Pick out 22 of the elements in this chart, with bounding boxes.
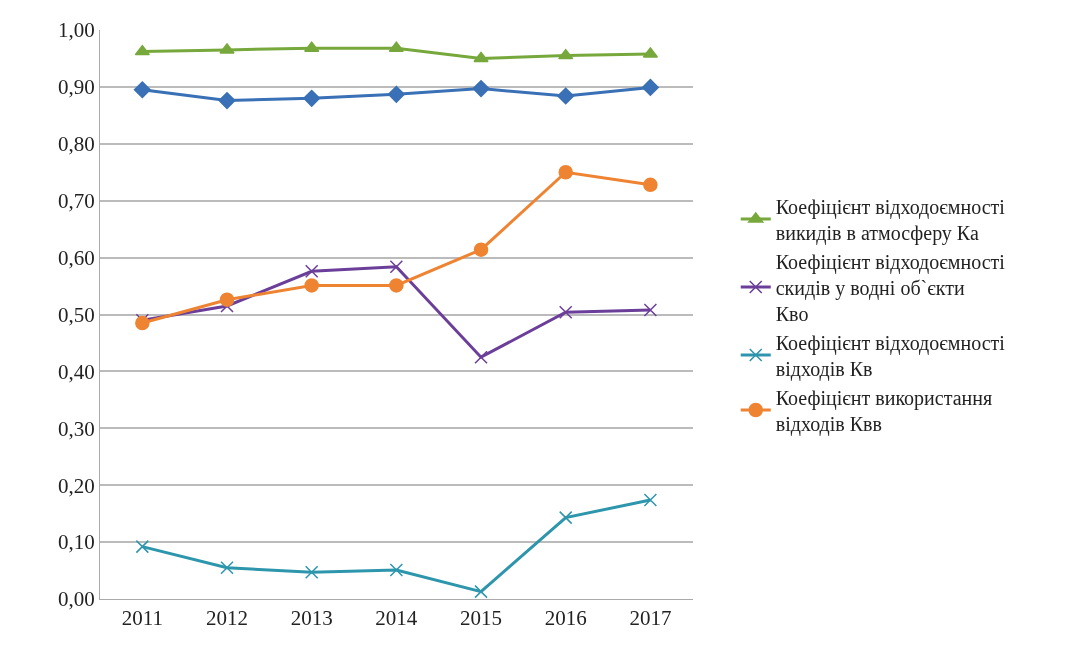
y-tick-label: 0,00 [58, 587, 95, 612]
y-tick-label: 0,20 [58, 473, 95, 498]
y-tick-label: 0,30 [58, 416, 95, 441]
x-tick-label: 2016 [544, 606, 587, 631]
x-tick-label: 2013 [290, 606, 333, 631]
y-tick-label: 0,60 [58, 245, 95, 270]
y-tick-label: 0,80 [58, 132, 95, 157]
x-tick-label: 2017 [629, 606, 672, 631]
legend-label: Коефіцієнт відходоємності скидів у водні об`єкти Кво [775, 250, 1006, 325]
y-tick-label: 0,40 [58, 359, 95, 384]
x-tick-label: 2014 [375, 606, 418, 631]
legend-label: Коефіцієнт використання відходів Квв [775, 386, 993, 436]
y-tick-label: 0,50 [58, 302, 95, 327]
x-tick-label: 2012 [206, 606, 249, 631]
y-tick-label: 0,10 [58, 530, 95, 555]
y-tick-label: 1,00 [58, 18, 95, 43]
x-tick-label: 2011 [121, 606, 163, 631]
legend-label: Коефіцієнт відходоємності відходів Кв [775, 331, 1006, 381]
legend-label: Коефіцієнт відходоємності викидів в атмосферу Ка [775, 195, 1006, 245]
y-tick-label: 0,90 [58, 75, 95, 100]
y-tick-label: 0,70 [58, 189, 95, 214]
x-tick-label: 2015 [460, 606, 503, 631]
